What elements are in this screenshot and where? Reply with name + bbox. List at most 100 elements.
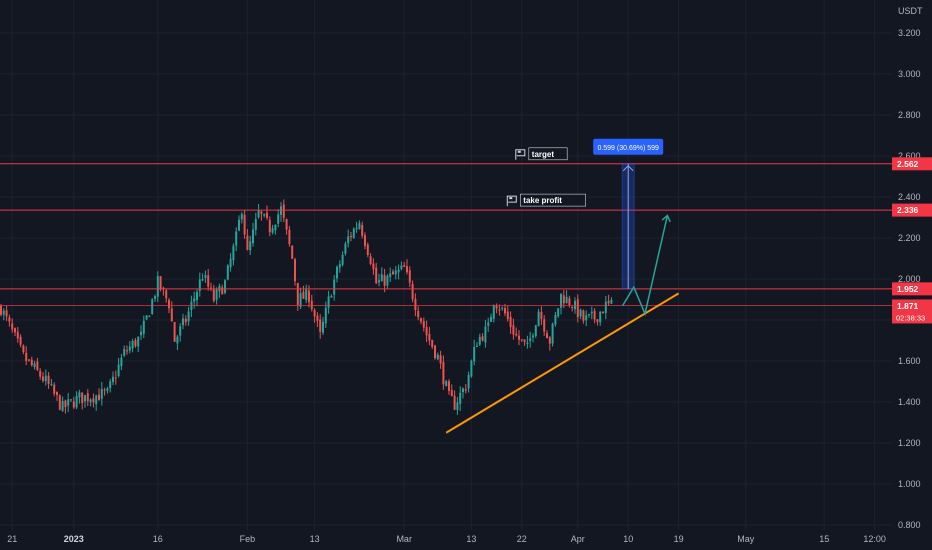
candle-body xyxy=(322,321,324,333)
candle-body xyxy=(380,274,383,282)
price-axis[interactable]: USDT3.2003.0002.8002.6002.4002.2002.0001… xyxy=(892,0,932,550)
measure-label: 0.599 (30.69%) 599 xyxy=(597,145,659,152)
candle-body xyxy=(81,392,84,403)
candle-body xyxy=(557,308,560,317)
time-tick-label: Mar xyxy=(396,534,412,544)
candle-body xyxy=(16,331,19,339)
projection-path[interactable] xyxy=(621,214,671,317)
time-tick-label: 2023 xyxy=(64,534,84,544)
candle-body xyxy=(397,269,400,273)
candle-body xyxy=(120,357,123,367)
time-tick-label: 10 xyxy=(623,534,633,544)
price-badge[interactable] xyxy=(892,157,932,171)
projection-arrowhead xyxy=(661,214,671,223)
measure-label-bg xyxy=(593,138,664,155)
time-tick-label: 16 xyxy=(153,534,163,544)
candle-body xyxy=(467,374,470,389)
candle-body xyxy=(495,306,498,309)
candle-body xyxy=(53,384,56,394)
candle-body xyxy=(434,345,436,359)
candle-body xyxy=(425,327,428,336)
candle-body xyxy=(607,300,610,304)
price-badge[interactable] xyxy=(892,203,932,217)
candle-body xyxy=(330,295,333,298)
candle-body xyxy=(417,310,420,318)
candle-body xyxy=(352,228,355,238)
candle-body xyxy=(442,362,445,385)
candle-body xyxy=(420,318,422,322)
candle-body xyxy=(148,315,151,318)
candle-body xyxy=(551,323,554,344)
candle-body xyxy=(187,311,190,322)
measure-tool[interactable]: 0.599 (30.69%) 599 xyxy=(593,138,664,290)
candle-body xyxy=(182,318,184,326)
candle-body xyxy=(128,346,131,351)
candle-body xyxy=(459,392,462,404)
candle-body xyxy=(235,231,238,246)
candle-body xyxy=(383,275,386,286)
candle-body xyxy=(126,350,128,352)
candle-body xyxy=(184,318,187,323)
candle-body xyxy=(117,364,120,377)
candle-body xyxy=(11,323,14,330)
projection-line[interactable] xyxy=(621,215,669,317)
candle-body xyxy=(294,259,296,282)
price-tick-label: 2.200 xyxy=(898,233,921,243)
candle-body xyxy=(590,311,593,314)
time-tick-label: May xyxy=(737,534,755,544)
candle-body xyxy=(532,335,534,338)
candle-body xyxy=(36,361,39,370)
price-levels[interactable] xyxy=(0,163,892,306)
time-tick-label: 13 xyxy=(310,534,320,544)
candle-body xyxy=(476,345,478,348)
candle-body xyxy=(70,399,72,401)
candle-body xyxy=(44,375,47,382)
ascending-trendline[interactable] xyxy=(445,292,680,434)
candle-body xyxy=(436,354,439,360)
candle-body xyxy=(310,300,313,310)
price-tick-label: 0.800 xyxy=(898,520,921,530)
time-tick-label: 13 xyxy=(466,534,476,544)
price-badge[interactable] xyxy=(892,282,932,296)
candle-body xyxy=(585,315,588,321)
flag-icon xyxy=(515,149,526,160)
candle-body xyxy=(568,298,571,306)
take-profit-flag: take profit xyxy=(506,193,586,207)
candle-body xyxy=(61,401,64,411)
trendline[interactable] xyxy=(445,292,680,434)
price-tick-label: 3.000 xyxy=(898,69,921,79)
time-axis[interactable]: 21 2023 16 Feb 13 Mar 13 22 Apr 10 19 May 15 12:00 xyxy=(0,530,932,550)
candle-body xyxy=(14,328,16,333)
candle-body xyxy=(305,289,308,301)
candle-body xyxy=(84,395,86,402)
candle-body xyxy=(565,296,568,304)
candle-body xyxy=(173,322,176,342)
candle-body xyxy=(361,225,364,236)
candle-body xyxy=(260,211,263,214)
time-tick-label: 19 xyxy=(674,534,684,544)
price-tick-label: 2.600 xyxy=(898,151,921,161)
price-badge[interactable] xyxy=(892,299,932,324)
price-badge-value: 2.562 xyxy=(897,159,919,169)
candle-body xyxy=(207,275,210,287)
candle-body xyxy=(196,291,198,301)
candle-body xyxy=(453,395,456,410)
price-tick-label: 2.800 xyxy=(898,110,921,120)
price-tick-label: 1.400 xyxy=(898,397,921,407)
candle-body xyxy=(204,275,207,278)
candlestick-series xyxy=(0,199,613,415)
candle-body xyxy=(509,316,512,328)
candle-body xyxy=(389,273,392,278)
candle-body xyxy=(422,321,425,328)
price-badge-countdown: 02:38:33 xyxy=(896,313,925,322)
candle-body xyxy=(481,336,484,341)
candle-body xyxy=(19,336,22,345)
candle-body xyxy=(2,310,5,315)
candle-body xyxy=(344,243,347,254)
candle-body xyxy=(599,311,602,323)
candle-body xyxy=(526,342,529,344)
candle-body xyxy=(478,336,481,345)
currency-label: USDT xyxy=(898,6,923,16)
candle-body xyxy=(5,310,8,317)
